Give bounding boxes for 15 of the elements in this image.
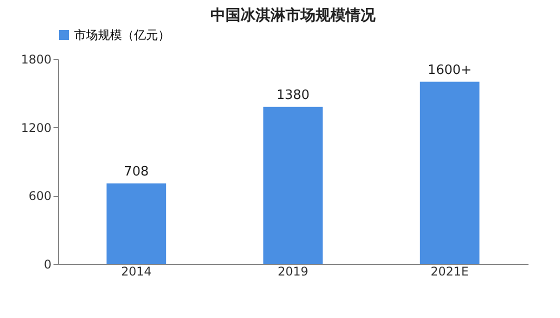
data-label: 708: [124, 164, 149, 180]
x-tick-label: 2019: [278, 264, 308, 278]
y-tick-label: 1200: [20, 120, 52, 135]
data-label: 1380: [276, 88, 310, 103]
x-tick-label: 2014: [121, 264, 152, 278]
bar: [420, 82, 480, 264]
y-tick-label: 600: [28, 189, 52, 204]
chart-title: 中国冰淇淋市场规模情况: [210, 6, 376, 24]
y-tick-label: 1800: [20, 52, 52, 66]
data-label: 1600+: [428, 62, 472, 78]
legend-label: 市场规模（亿元）: [74, 28, 170, 42]
x-tick-label: 2021E: [430, 264, 469, 278]
bar: [263, 106, 323, 264]
y-tick-label: 0: [44, 258, 52, 272]
bar: [106, 183, 166, 264]
